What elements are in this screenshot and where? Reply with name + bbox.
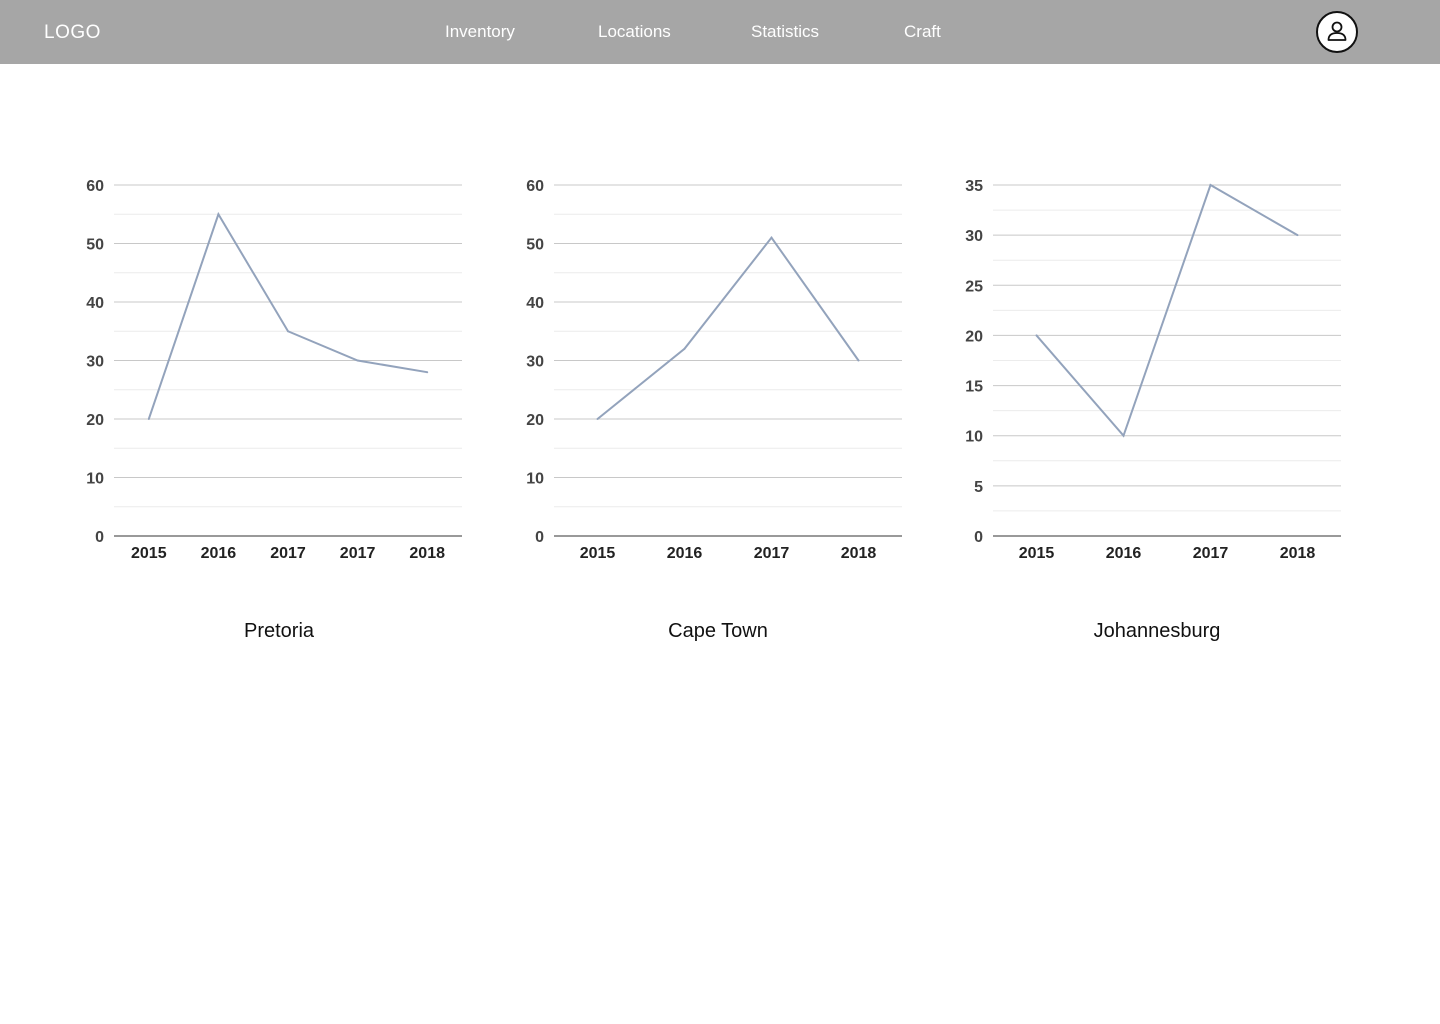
y-tick-label: 30 bbox=[526, 354, 544, 371]
data-point bbox=[1296, 234, 1299, 237]
chart-caption-johannesburg: Johannesburg bbox=[1093, 620, 1221, 642]
data-point bbox=[683, 347, 686, 350]
y-tick-label: 0 bbox=[974, 529, 983, 546]
x-tick-label: 2018 bbox=[409, 545, 445, 562]
data-point bbox=[217, 213, 220, 216]
y-tick-label: 20 bbox=[526, 412, 544, 429]
line-chart-svg: 0 10 20 30 40 50 60 2015 2016 2017 2018 bbox=[526, 178, 902, 562]
data-point bbox=[1035, 334, 1038, 337]
x-tick-label: 2016 bbox=[201, 545, 237, 562]
user-icon bbox=[1327, 21, 1347, 41]
y-tick-label: 30 bbox=[965, 228, 983, 245]
x-tick-label: 2015 bbox=[580, 545, 616, 562]
data-point bbox=[1122, 434, 1125, 437]
y-tick-label: 10 bbox=[526, 471, 544, 488]
nav-item-craft[interactable]: Craft bbox=[904, 22, 941, 41]
y-tick-label: 20 bbox=[965, 328, 983, 345]
y-tick-label: 60 bbox=[526, 178, 544, 195]
x-tick-label: 2018 bbox=[1280, 545, 1316, 562]
y-tick-label: 5 bbox=[974, 479, 983, 496]
chart-caption-cape-town: Cape Town bbox=[668, 620, 768, 642]
x-tick-label: 2017 bbox=[1193, 545, 1229, 562]
y-tick-label: 40 bbox=[526, 295, 544, 312]
data-point bbox=[287, 330, 289, 333]
nav-item-inventory[interactable]: Inventory bbox=[445, 22, 515, 41]
data-point bbox=[1209, 184, 1212, 186]
series-line bbox=[596, 235, 860, 420]
chart-caption-pretoria: Pretoria bbox=[243, 620, 315, 642]
y-tick-label: 35 bbox=[965, 178, 983, 195]
logo[interactable]: LOGO bbox=[44, 22, 101, 43]
y-tick-label: 20 bbox=[86, 412, 104, 429]
y-tick-label: 40 bbox=[86, 295, 104, 312]
nav-item-statistics[interactable]: Statistics bbox=[751, 22, 820, 41]
x-tick-label: 2017 bbox=[754, 545, 790, 562]
x-tick-label: 2015 bbox=[131, 545, 167, 562]
y-tick-label: 0 bbox=[535, 529, 544, 546]
y-tick-label: 10 bbox=[965, 429, 983, 446]
user-avatar-button[interactable] bbox=[1316, 11, 1358, 53]
series-line bbox=[147, 211, 428, 420]
data-point bbox=[356, 359, 359, 362]
y-tick-label: 60 bbox=[86, 178, 104, 195]
data-point bbox=[596, 418, 599, 420]
chart-johannesburg: 0 5 10 15 20 25 30 35 2015 2016 2017 2018 bbox=[941, 160, 1341, 580]
y-tick-label: 25 bbox=[965, 278, 983, 295]
x-tick-label: 2017 bbox=[340, 545, 376, 562]
chart-cape-town: 0 10 20 30 40 50 60 2015 2016 2017 2018 bbox=[502, 160, 902, 580]
y-tick-label: 30 bbox=[86, 354, 104, 371]
y-tick-label: 15 bbox=[965, 379, 983, 396]
series-line bbox=[1035, 183, 1298, 438]
y-tick-label: 50 bbox=[86, 237, 104, 254]
top-navbar: LOGO Inventory Locations Statistics Craf… bbox=[0, 0, 1440, 64]
nav-item-locations[interactable]: Locations bbox=[598, 22, 671, 41]
x-tick-label: 2016 bbox=[1106, 545, 1142, 562]
x-tick-label: 2018 bbox=[841, 545, 877, 562]
y-tick-label: 50 bbox=[526, 237, 544, 254]
data-point bbox=[857, 359, 860, 362]
line-chart-svg: 0 10 20 30 40 50 60 2015 2016 2017 2017 2018 bbox=[86, 178, 462, 562]
data-point bbox=[426, 371, 429, 374]
data-point bbox=[147, 418, 150, 420]
chart-pretoria: 0 10 20 30 40 50 60 2015 2016 2017 2017 2018 bbox=[62, 160, 462, 580]
x-tick-label: 2016 bbox=[667, 545, 703, 562]
x-tick-label: 2017 bbox=[270, 545, 306, 562]
y-tick-label: 0 bbox=[95, 529, 104, 546]
x-tick-label: 2015 bbox=[1019, 545, 1055, 562]
data-point bbox=[770, 236, 773, 239]
y-tick-label: 10 bbox=[86, 471, 104, 488]
line-chart-svg: 0 5 10 15 20 25 30 35 2015 2016 2017 2018 bbox=[965, 178, 1341, 562]
